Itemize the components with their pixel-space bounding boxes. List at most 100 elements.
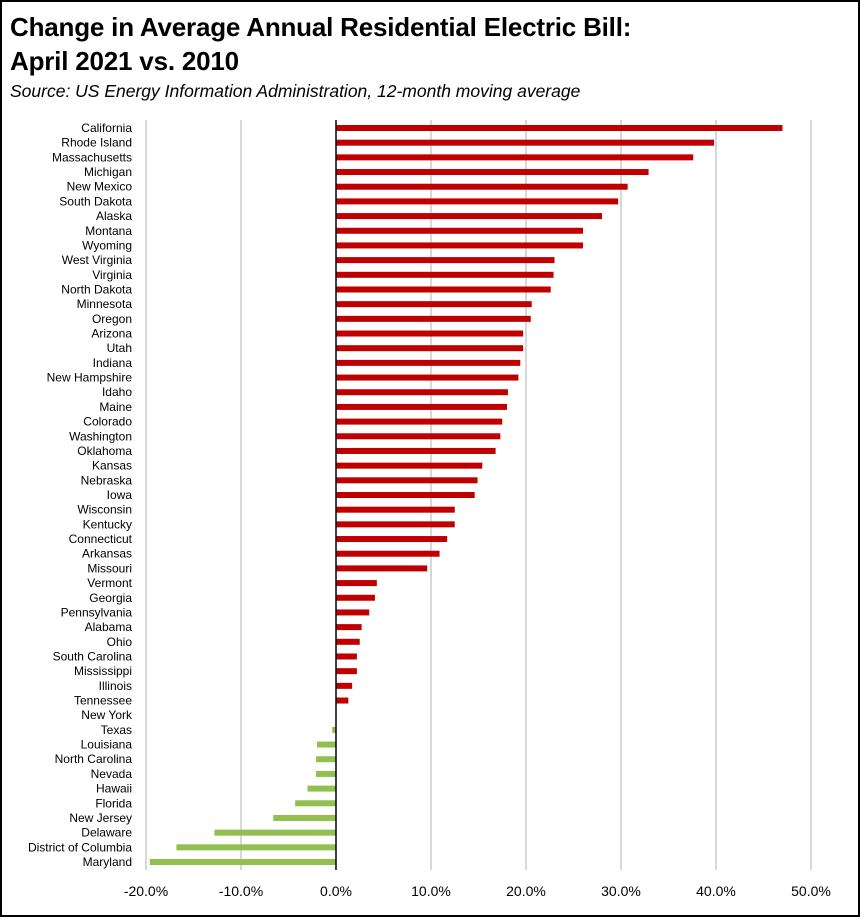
bar: [336, 492, 475, 498]
category-label: Nebraska: [81, 473, 133, 487]
category-label: Arizona: [91, 327, 132, 341]
category-label: California: [81, 121, 132, 135]
bar: [317, 741, 336, 748]
bar: [336, 653, 357, 660]
category-label: Connecticut: [69, 532, 133, 546]
category-label: Utah: [107, 341, 132, 355]
category-label: Oregon: [92, 312, 132, 326]
bar: [336, 580, 377, 587]
bar: [214, 829, 336, 836]
category-label: Vermont: [87, 576, 132, 590]
category-label: Wisconsin: [77, 503, 132, 517]
bar: [336, 536, 448, 543]
category-label: Mississippi: [74, 664, 132, 678]
category-label: Arkansas: [82, 547, 132, 561]
bar: [332, 726, 336, 733]
bar: [336, 301, 532, 308]
bar: [307, 785, 336, 792]
bar: [336, 286, 551, 293]
bar: [336, 169, 649, 176]
category-label: Colorado: [83, 415, 132, 429]
bar: [336, 125, 783, 131]
category-label: Alabama: [85, 620, 133, 634]
category-label: Ohio: [107, 635, 133, 649]
bar: [336, 242, 583, 249]
category-label: Hawaii: [96, 782, 132, 796]
category-label: Montana: [85, 224, 132, 238]
x-tick-label: 50.0%: [791, 883, 831, 899]
category-label: Indiana: [93, 356, 133, 370]
x-tick-label: -10.0%: [219, 883, 263, 899]
bar: [336, 447, 496, 454]
bar: [336, 330, 524, 337]
bar: [336, 565, 428, 572]
bar: [336, 418, 503, 425]
category-label: District of Columbia: [28, 840, 132, 854]
category-label: Nevada: [91, 767, 133, 781]
bar: [336, 183, 628, 190]
category-label: Tennessee: [74, 694, 132, 708]
category-label: Florida: [95, 796, 132, 810]
category-label: Virginia: [92, 268, 132, 282]
category-label: Maine: [99, 400, 132, 414]
bar: [336, 389, 508, 396]
bar: [336, 359, 521, 366]
category-label: Iowa: [107, 488, 133, 502]
bar: [316, 770, 336, 777]
bar: [316, 756, 336, 763]
category-label: New Hampshire: [47, 371, 133, 385]
bar: [336, 594, 375, 601]
category-label: South Dakota: [59, 194, 132, 208]
bar: [336, 271, 554, 278]
category-label: Oklahoma: [77, 444, 132, 458]
bar: [336, 403, 507, 410]
category-label: Kansas: [92, 459, 132, 473]
bar: [336, 506, 455, 513]
category-label: Alaska: [96, 209, 132, 223]
bar: [336, 609, 370, 616]
category-label: Massachusetts: [52, 150, 132, 164]
x-tick-label: 40.0%: [696, 883, 736, 899]
x-tick-label: 20.0%: [506, 883, 546, 899]
bar: [295, 800, 336, 807]
category-label: West Virginia: [62, 253, 133, 267]
chart-title-line-2: April 2021 vs. 2010: [10, 46, 239, 76]
bar: [336, 433, 501, 440]
bar: [336, 154, 694, 161]
bar: [273, 814, 336, 821]
category-label: Washington: [69, 429, 132, 443]
category-label: Louisiana: [81, 738, 133, 752]
category-label: Michigan: [84, 165, 132, 179]
category-label: Rhode Island: [61, 136, 132, 150]
bar: [336, 682, 353, 689]
bar: [336, 227, 583, 234]
bar: [336, 638, 360, 645]
category-label: New York: [81, 708, 133, 722]
bar: [176, 844, 336, 851]
category-label: Wyoming: [82, 238, 132, 252]
bar: [336, 315, 531, 322]
category-label: North Carolina: [55, 752, 133, 766]
x-tick-label: -20.0%: [124, 883, 168, 899]
bar: [336, 477, 478, 484]
chart-title-line-1: Change in Average Annual Residential Ele…: [10, 12, 632, 42]
x-tick-label: 10.0%: [411, 883, 451, 899]
bar: [336, 462, 483, 469]
category-label: New Mexico: [67, 180, 133, 194]
bar: [336, 521, 455, 528]
bar: [336, 139, 715, 146]
category-label: New Jersey: [69, 811, 132, 825]
bar: [149, 859, 336, 865]
category-label: Kentucky: [83, 517, 132, 531]
x-tick-label: 30.0%: [601, 883, 641, 899]
bar: [336, 624, 362, 631]
category-label: Texas: [101, 723, 132, 737]
category-label: South Carolina: [53, 649, 133, 663]
bar: [336, 213, 602, 220]
category-label: Minnesota: [77, 297, 133, 311]
category-label: Missouri: [87, 561, 132, 575]
category-label: Maryland: [83, 855, 132, 869]
bar: [336, 668, 357, 675]
